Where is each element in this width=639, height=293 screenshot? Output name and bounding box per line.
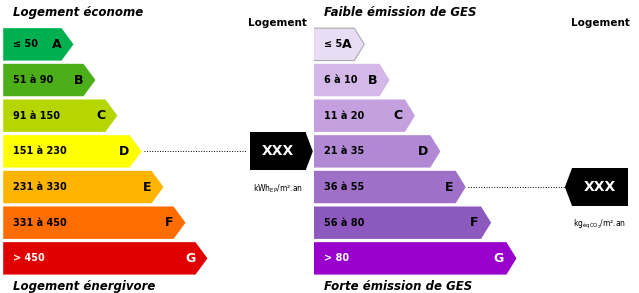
Polygon shape [3, 207, 185, 239]
Polygon shape [3, 135, 142, 168]
Text: 21 à 35: 21 à 35 [323, 146, 364, 156]
Polygon shape [305, 132, 313, 170]
Text: 6 à 10: 6 à 10 [323, 75, 357, 85]
Text: A: A [342, 38, 351, 51]
Text: D: D [119, 145, 130, 158]
Text: 36 à 55: 36 à 55 [323, 182, 364, 192]
Text: F: F [165, 216, 174, 229]
Text: G: G [494, 252, 504, 265]
Text: D: D [417, 145, 428, 158]
Polygon shape [314, 100, 415, 132]
Text: A: A [52, 38, 61, 51]
FancyBboxPatch shape [572, 168, 628, 206]
Polygon shape [314, 28, 364, 61]
Text: Faible émission de GES: Faible émission de GES [323, 6, 476, 19]
Text: ≤ 50: ≤ 50 [13, 39, 38, 49]
Text: E: E [143, 180, 151, 194]
Text: G: G [185, 252, 196, 265]
Text: 56 à 80: 56 à 80 [323, 218, 364, 228]
Text: Logement énergivore: Logement énergivore [13, 280, 155, 293]
Text: Forte émission de GES: Forte émission de GES [323, 280, 472, 293]
Text: F: F [470, 216, 479, 229]
FancyBboxPatch shape [250, 132, 305, 170]
Text: B: B [367, 74, 377, 86]
Text: kWh$_{\mathregular{EP}}$/m².an: kWh$_{\mathregular{EP}}$/m².an [252, 182, 303, 195]
Text: Logement: Logement [249, 18, 307, 28]
Text: 331 à 450: 331 à 450 [13, 218, 66, 228]
Text: 231 à 330: 231 à 330 [13, 182, 66, 192]
Text: E: E [445, 180, 453, 194]
Text: kg$_{\mathregular{éqCO_2}}$/m².an: kg$_{\mathregular{éqCO_2}}$/m².an [573, 218, 627, 231]
Text: 51 à 90: 51 à 90 [13, 75, 53, 85]
Text: Logement: Logement [571, 18, 629, 28]
Polygon shape [3, 242, 208, 275]
Polygon shape [3, 64, 95, 96]
Text: 151 à 230: 151 à 230 [13, 146, 66, 156]
Polygon shape [3, 171, 164, 203]
Polygon shape [314, 242, 516, 275]
Polygon shape [314, 207, 491, 239]
Text: B: B [74, 74, 84, 86]
Text: 11 à 20: 11 à 20 [323, 111, 364, 121]
Polygon shape [3, 28, 73, 61]
Polygon shape [565, 168, 572, 206]
Text: XXX: XXX [584, 180, 616, 194]
Polygon shape [314, 135, 440, 168]
Text: > 450: > 450 [13, 253, 45, 263]
Text: ≤ 5: ≤ 5 [323, 39, 342, 49]
Text: C: C [96, 109, 105, 122]
Text: XXX: XXX [261, 144, 294, 158]
Text: Logement économe: Logement économe [13, 6, 143, 19]
Text: > 80: > 80 [323, 253, 349, 263]
Polygon shape [314, 64, 390, 96]
Polygon shape [314, 171, 466, 203]
Text: 91 à 150: 91 à 150 [13, 111, 59, 121]
Polygon shape [3, 100, 118, 132]
Text: C: C [394, 109, 403, 122]
